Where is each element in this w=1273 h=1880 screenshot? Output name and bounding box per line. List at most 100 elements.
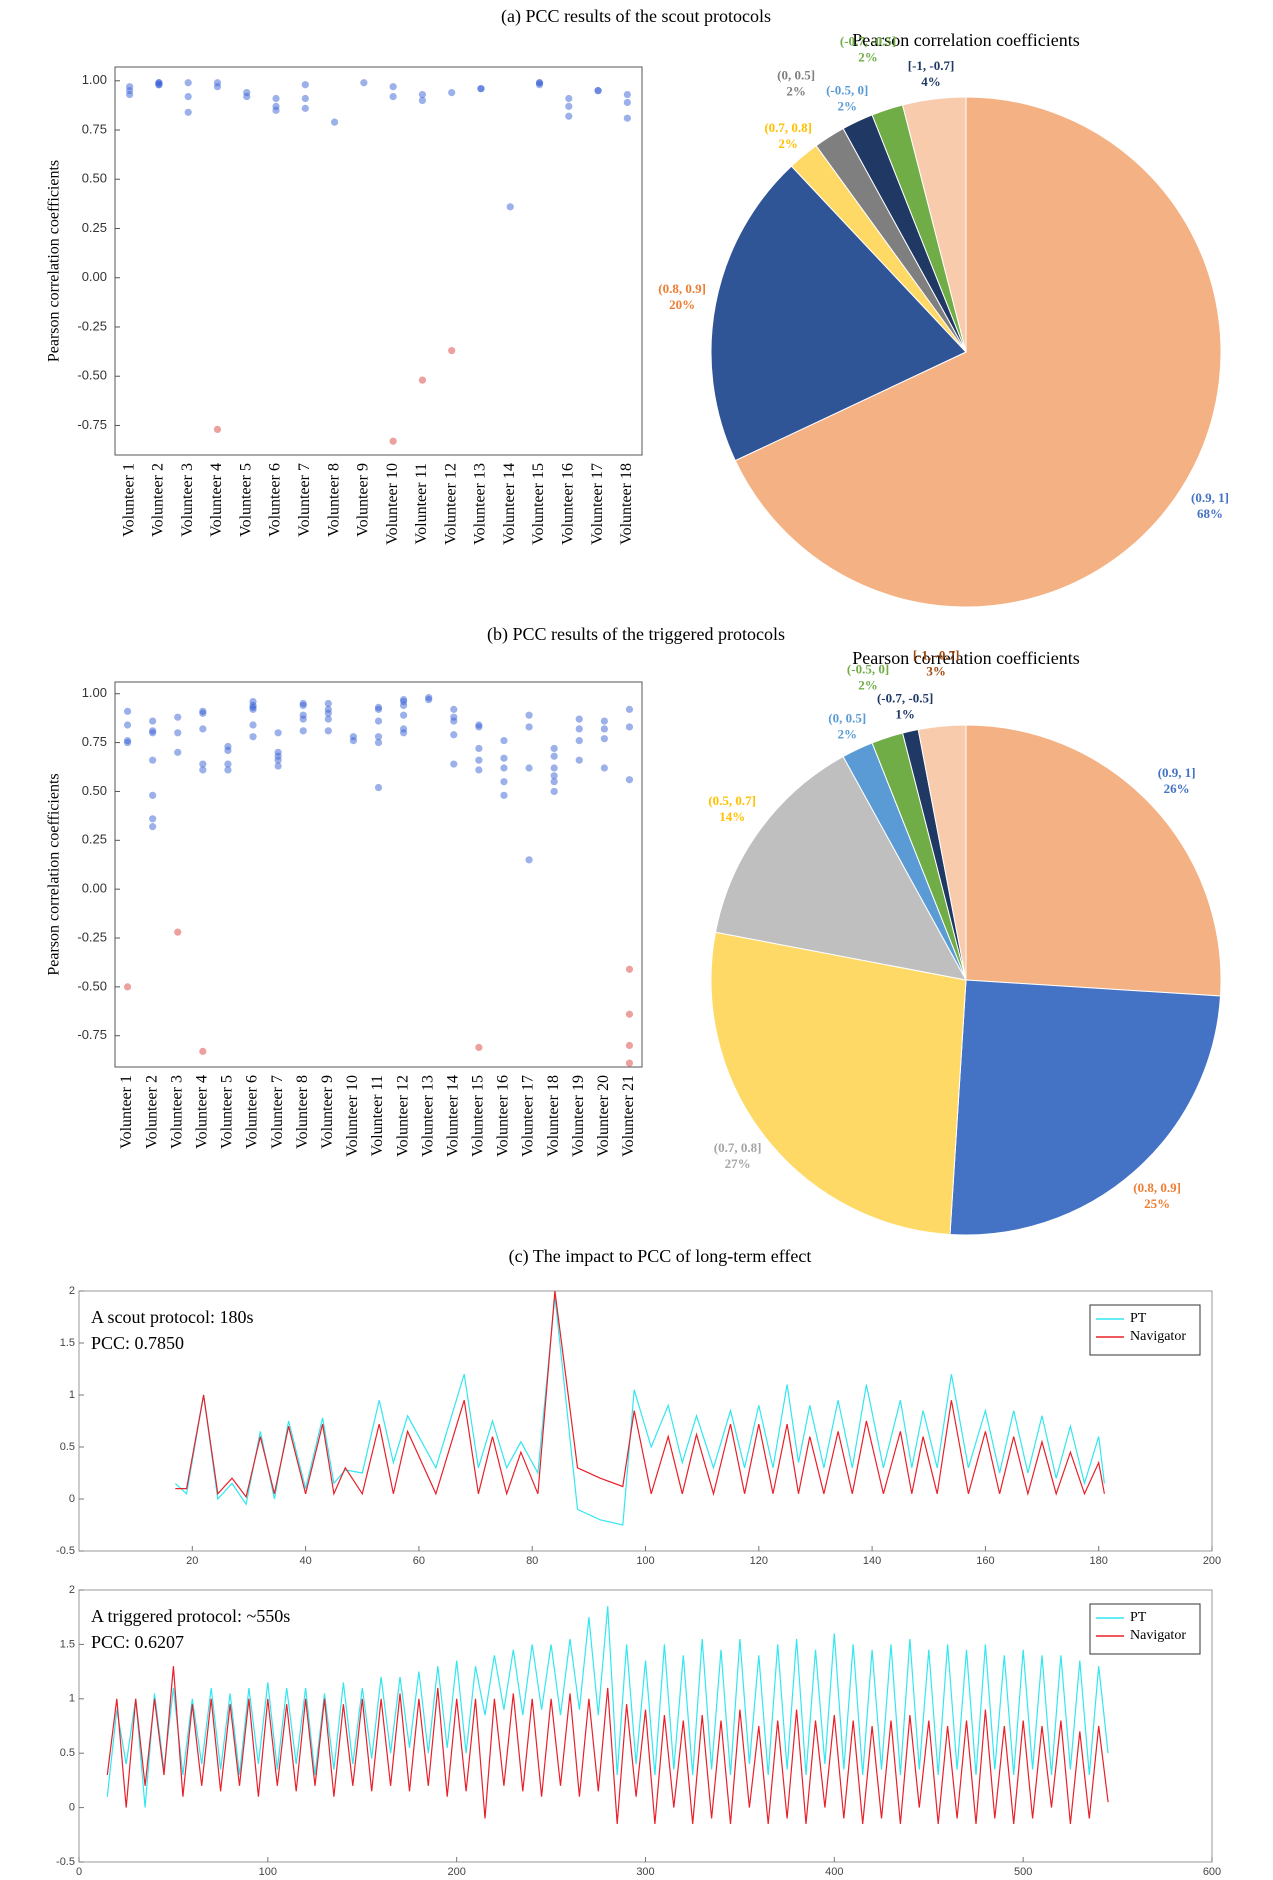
point	[374, 717, 383, 725]
point	[500, 737, 508, 745]
plot-frame	[78, 1290, 1213, 1552]
x-tick-label: Volunteer 5	[237, 463, 254, 537]
x-tick-label: Volunteer 6	[267, 463, 284, 537]
point	[349, 737, 358, 745]
pie-slice	[714, 755, 967, 981]
plot-frame	[114, 681, 643, 1068]
point	[550, 744, 558, 753]
slice-category: (0.7, 0.8]	[764, 120, 812, 135]
x-tick-label: Volunteer 12	[394, 1075, 411, 1157]
point	[565, 102, 573, 110]
slice-value: 1%	[895, 707, 915, 722]
figure-title: (c) The impact to PCC of long-term effec…	[509, 1246, 812, 1267]
figure-title: (b) PCC results of the triggered protoco…	[487, 624, 785, 645]
x-tick-label: Volunteer 9	[355, 463, 372, 537]
point	[149, 729, 157, 737]
point	[600, 735, 608, 743]
slice-category: (-0.7, -0.5]	[840, 33, 896, 48]
point	[475, 744, 483, 753]
x-tick-label: 40	[299, 1555, 311, 1567]
y-tick-label: -0.75	[77, 1027, 107, 1042]
x-tick-label: 100	[259, 1866, 277, 1878]
point	[249, 705, 257, 713]
point	[600, 725, 608, 733]
point	[224, 766, 232, 774]
point	[399, 701, 408, 710]
point	[625, 1041, 634, 1050]
point	[299, 727, 307, 735]
series-line	[106, 1666, 1109, 1824]
point	[184, 79, 192, 87]
point	[224, 760, 232, 768]
annotation: PCC: 0.6207	[91, 1632, 184, 1652]
slice-label: (0, 0.5] 2%	[777, 67, 815, 98]
x-tick-label: 400	[825, 1866, 843, 1878]
y-tick-label: -0.25	[77, 318, 107, 333]
point	[625, 1010, 634, 1018]
y-tick-label: 0.50	[82, 783, 107, 798]
slice-label: (-0.7, -0.5] 1%	[877, 691, 933, 722]
y-tick-label: 0.5	[60, 1747, 75, 1759]
point	[450, 731, 458, 739]
slice-category: (0.5, 0.7]	[708, 793, 756, 808]
slice-value: 2%	[837, 727, 857, 742]
y-tick-label: -0.25	[77, 929, 107, 944]
point	[274, 756, 282, 764]
x-tick-label: Volunteer 16	[495, 1075, 512, 1157]
y-tick-label: 1.5	[60, 1337, 75, 1349]
x-tick-label: 100	[636, 1555, 654, 1567]
slice-value: 27%	[725, 1156, 751, 1171]
slice-label: (0.8, 0.9] 20%	[658, 281, 706, 312]
slice-label: (-0.7, -0.5] 2%	[840, 33, 896, 64]
point	[149, 756, 157, 764]
point	[123, 721, 132, 729]
point	[525, 711, 533, 719]
point	[600, 717, 608, 725]
x-tick-label: Volunteer 4	[194, 1075, 211, 1149]
point	[425, 695, 433, 704]
x-tick-label: Volunteer 17	[520, 1075, 537, 1157]
x-tick-label: Volunteer 1	[118, 1075, 135, 1149]
point	[477, 85, 485, 93]
point	[389, 437, 397, 445]
y-tick-label: 0.50	[82, 171, 107, 186]
point	[399, 711, 408, 719]
x-tick-label: 300	[636, 1866, 654, 1878]
y-tick-label: 0	[69, 1802, 75, 1814]
x-tick-label: 140	[863, 1555, 881, 1567]
point	[199, 766, 207, 774]
point	[301, 81, 309, 89]
point	[575, 737, 583, 745]
x-tick-label: 160	[976, 1555, 994, 1567]
point	[149, 815, 157, 823]
x-tick-label: 200	[1203, 1555, 1221, 1567]
x-tick-label: Volunteer 3	[179, 463, 196, 537]
point	[475, 756, 483, 764]
point	[625, 723, 634, 731]
point	[199, 709, 207, 717]
point	[550, 772, 558, 780]
point	[199, 725, 207, 733]
x-tick-label: 180	[1090, 1555, 1108, 1567]
x-tick-label: Volunteer 7	[296, 463, 313, 537]
x-tick-label: Volunteer 6	[244, 1075, 261, 1149]
x-tick-label: Volunteer 12	[442, 463, 459, 545]
point	[450, 760, 458, 768]
point	[249, 733, 257, 741]
y-tick-label: 0.00	[82, 881, 107, 896]
slice-category: (0.9, 1]	[1191, 490, 1229, 505]
annotation: PCC: 0.7850	[91, 1333, 184, 1353]
point	[123, 983, 132, 991]
x-tick-label: Volunteer 21	[620, 1075, 637, 1157]
point	[243, 92, 251, 101]
x-tick-label: Volunteer 4	[208, 463, 225, 537]
legend-box	[1089, 1304, 1201, 1356]
x-tick-label: Volunteer 20	[595, 1075, 612, 1157]
legend-label: Navigator	[1130, 1628, 1186, 1643]
y-tick-label: -0.5	[56, 1545, 75, 1557]
pie-title: Pearson correlation coefficients	[852, 648, 1080, 668]
legend-label: Navigator	[1130, 1329, 1186, 1344]
point	[149, 717, 157, 725]
point	[625, 1059, 634, 1067]
